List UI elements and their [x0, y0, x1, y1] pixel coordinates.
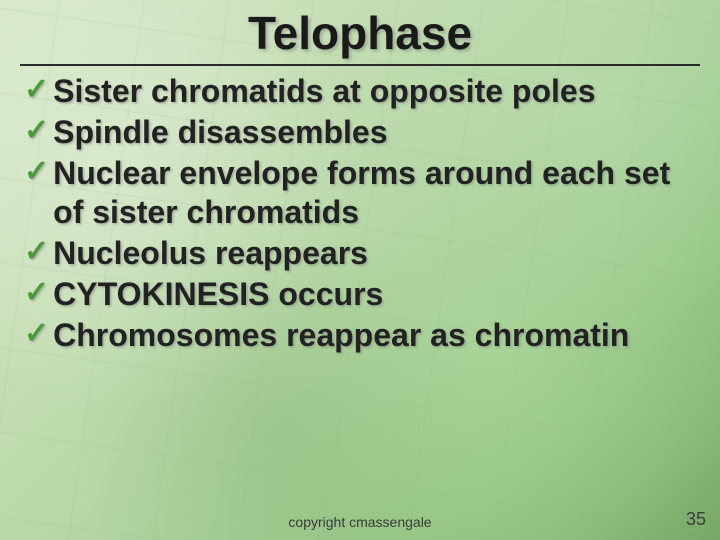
bullet-text: Sister chromatids at opposite poles [53, 72, 702, 111]
list-item: ✓ Spindle disassembles [24, 113, 702, 152]
footer: copyright cmassengale 35 [0, 514, 720, 530]
check-icon: ✓ [24, 234, 49, 271]
page-number: 35 [686, 509, 706, 530]
bullet-text: Nucleolus reappears [53, 234, 702, 273]
bullet-text: CYTOKINESIS occurs [53, 275, 702, 314]
list-item: ✓ CYTOKINESIS occurs [24, 275, 702, 314]
title-divider [20, 64, 700, 66]
bullet-text: Spindle disassembles [53, 113, 702, 152]
check-icon: ✓ [24, 154, 49, 191]
check-icon: ✓ [24, 275, 49, 312]
list-item: ✓ Nucleolus reappears [24, 234, 702, 273]
bullet-text: Chromosomes reappear as chromatin [53, 316, 702, 355]
check-icon: ✓ [24, 72, 49, 109]
check-icon: ✓ [24, 113, 49, 150]
list-item: ✓ Sister chromatids at opposite poles [24, 72, 702, 111]
list-item: ✓ Chromosomes reappear as chromatin [24, 316, 702, 355]
slide: Telophase ✓ Sister chromatids at opposit… [0, 0, 720, 540]
slide-content: Telophase ✓ Sister chromatids at opposit… [0, 0, 720, 355]
bullet-text: Nuclear envelope forms around each set o… [53, 154, 702, 232]
slide-title: Telophase [18, 6, 702, 60]
check-icon: ✓ [24, 316, 49, 353]
list-item: ✓ Nuclear envelope forms around each set… [24, 154, 702, 232]
copyright-text: copyright cmassengale [0, 514, 720, 530]
bullet-list: ✓ Sister chromatids at opposite poles ✓ … [18, 72, 702, 355]
